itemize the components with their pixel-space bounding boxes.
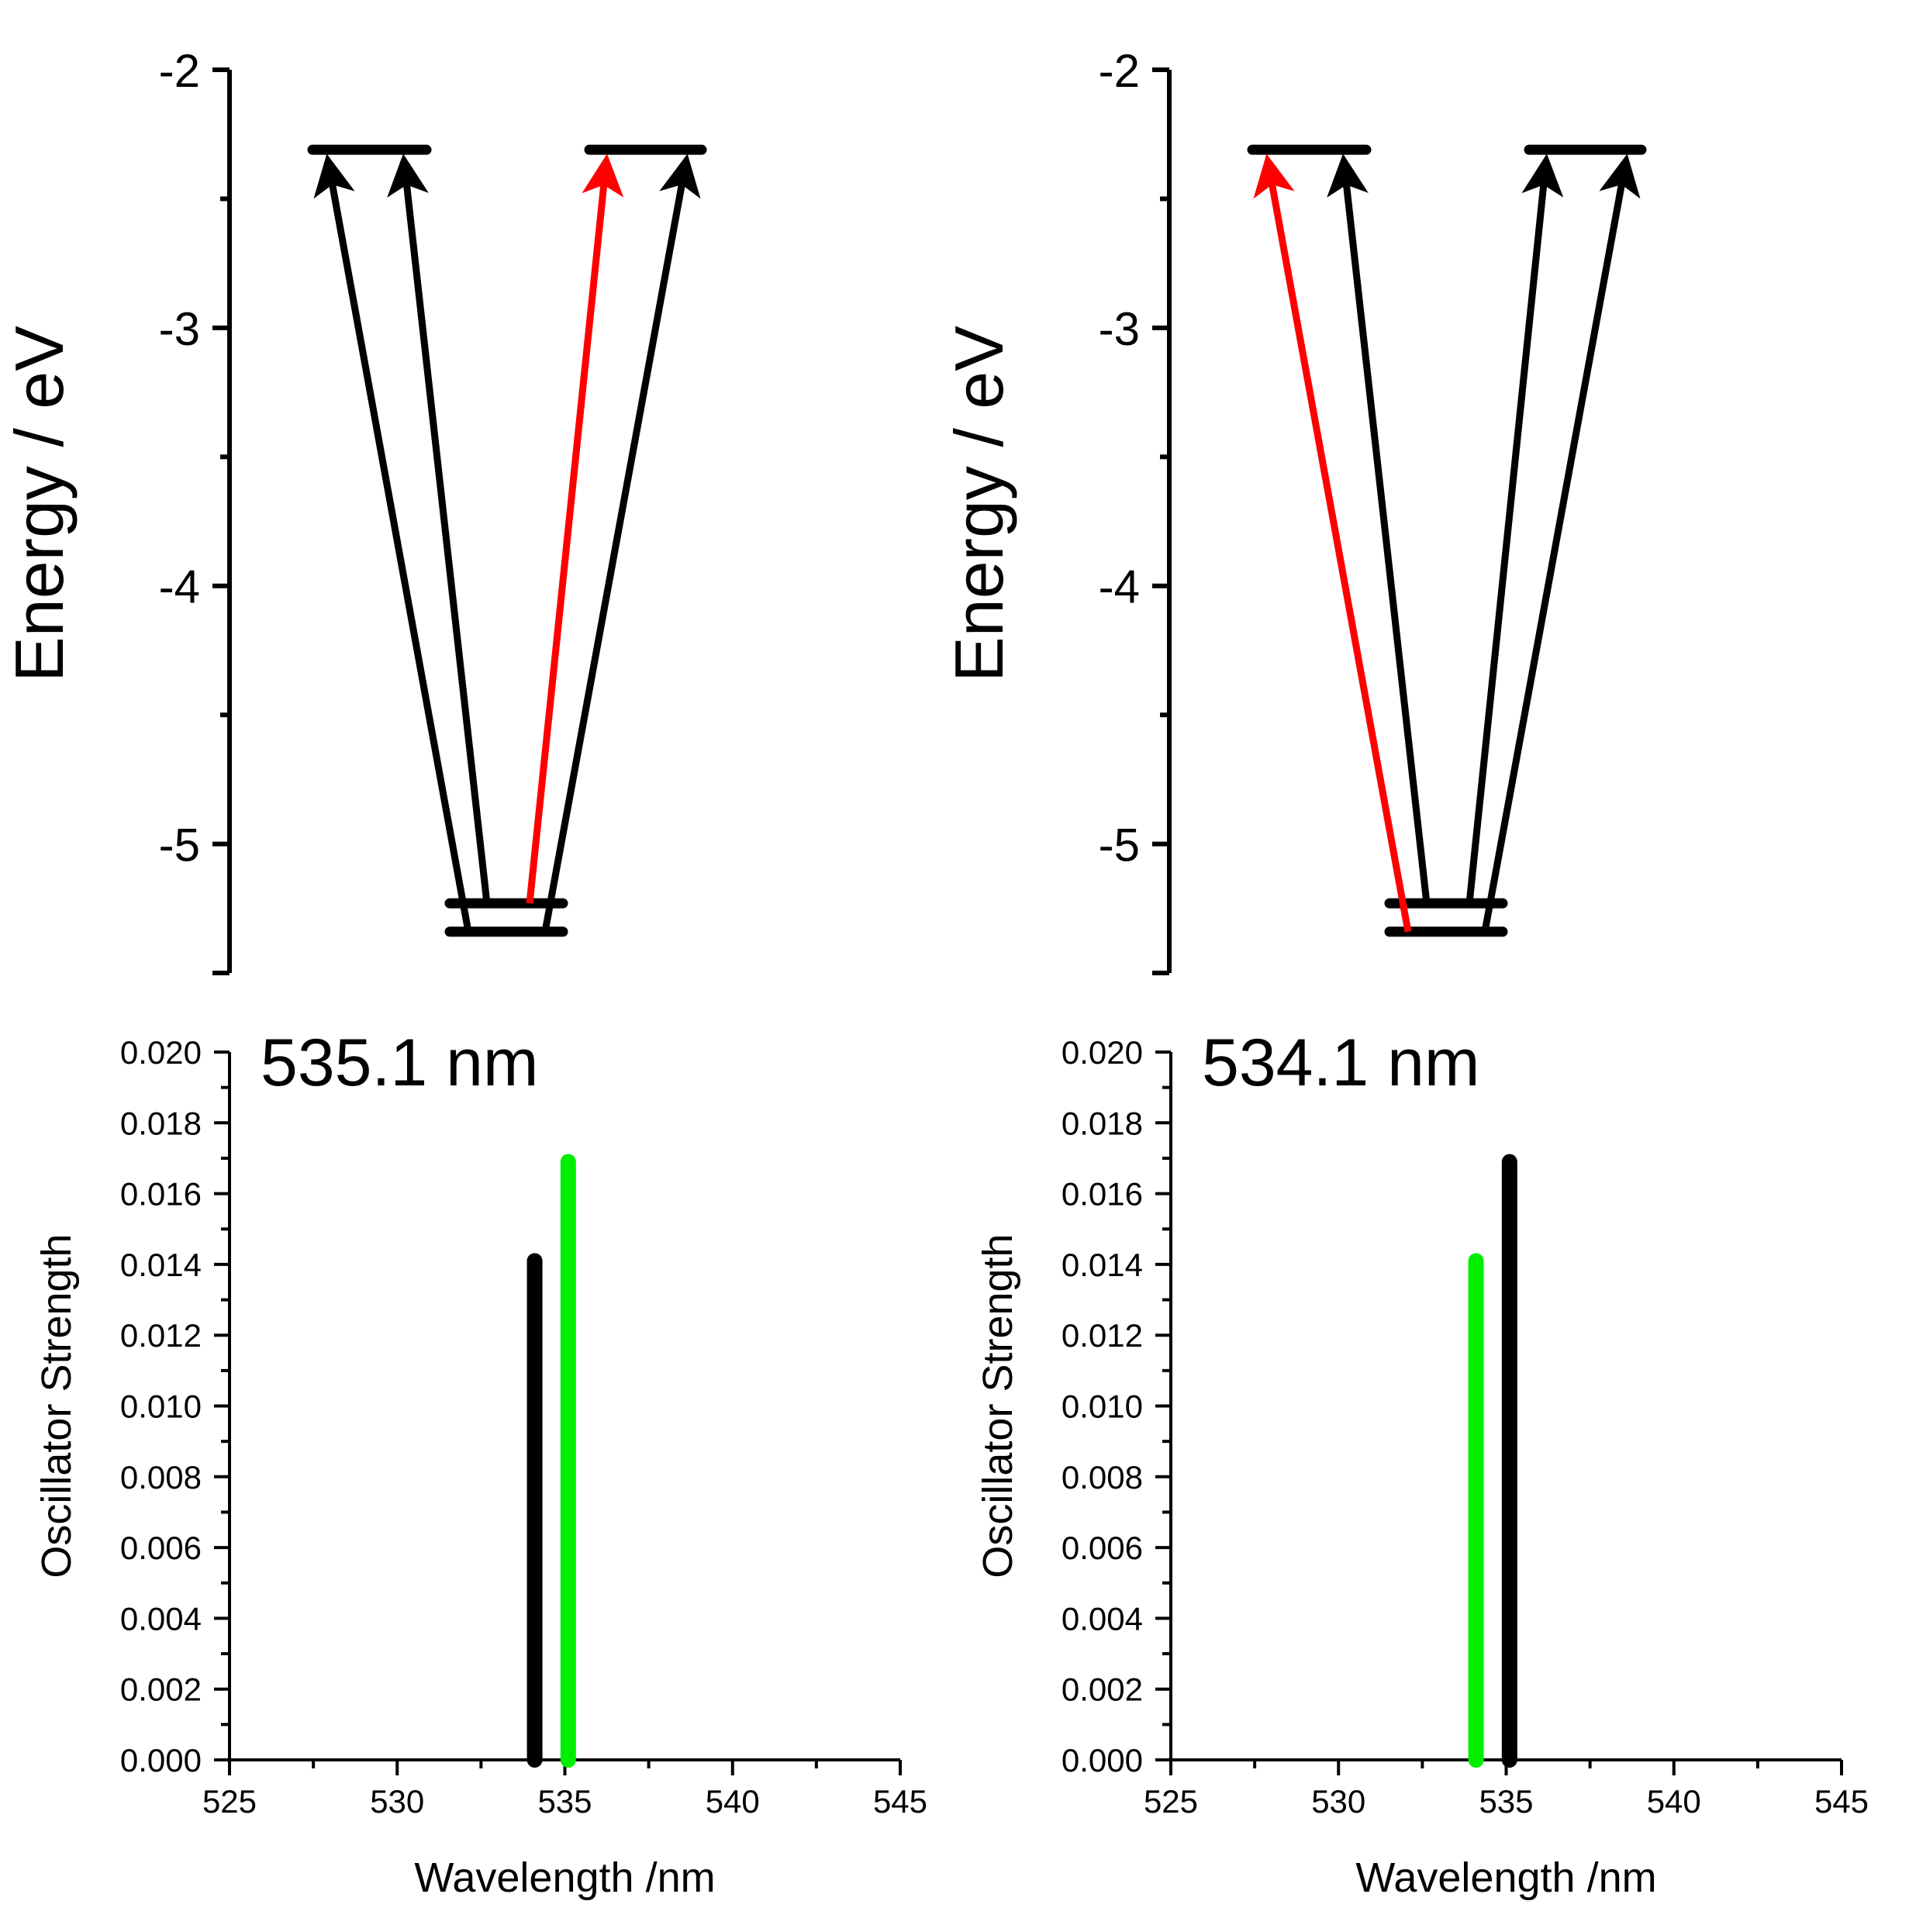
y-tick-label: 0.008: [120, 1459, 202, 1496]
x-axis-label: Wavelength /nm: [1355, 1854, 1656, 1901]
y-tick-label: 0.016: [120, 1176, 202, 1213]
energy-diagram-left: -2 -3 -4 -5 Energy / eV: [1, 45, 707, 975]
y-tick-label: -3: [159, 303, 200, 355]
x-tick-label: 545: [873, 1783, 927, 1820]
y-tick-label: -3: [1099, 303, 1140, 355]
y-tick-label: -5: [1099, 819, 1140, 871]
y-tick-label: 0.006: [120, 1530, 202, 1566]
x-tick-label: 540: [706, 1783, 760, 1820]
wavelength-annotation: 535.1 nm: [261, 1026, 539, 1100]
x-tick-label: 535: [1479, 1783, 1533, 1820]
y-axis-label: Oscillator Strength: [975, 1233, 1021, 1578]
y-tick-label: -2: [1099, 45, 1140, 97]
y-tick-label: 0.018: [1062, 1105, 1143, 1141]
x-axis-label: Wavelength /nm: [414, 1854, 715, 1901]
y-tick-label: 0.020: [120, 1034, 202, 1071]
x-tick-label: 525: [1144, 1783, 1198, 1820]
wavelength-annotation: 534.1 nm: [1202, 1026, 1480, 1100]
y-tick-label: 0.000: [1062, 1742, 1143, 1778]
y-tick-label: -4: [159, 561, 200, 613]
y-tick-label: 0.018: [120, 1105, 202, 1141]
y-tick-label: 0.000: [120, 1742, 202, 1778]
y-tick-label: -2: [159, 45, 200, 97]
y-tick-label: 0.014: [120, 1247, 202, 1283]
transition-arrow: [541, 154, 701, 933]
y-tick-label: 0.012: [120, 1317, 202, 1354]
x-tick-label: 525: [202, 1783, 257, 1820]
y-tick-label: 0.006: [1062, 1530, 1143, 1566]
y-tick-label: 0.010: [1062, 1389, 1143, 1425]
transition-arrow-highlighted: [1253, 154, 1412, 933]
y-tick-label: -4: [1099, 561, 1140, 613]
y-tick-label: 0.002: [1062, 1672, 1143, 1708]
y-tick-label: 0.008: [1062, 1459, 1143, 1496]
transition-arrow: [313, 154, 472, 933]
y-tick-label: 0.002: [120, 1672, 202, 1708]
spectrum-right: 0.000 0.002 0.004 0.006 0.008 0.010 0.012 0.014…: [975, 1026, 1869, 1901]
transition-arrow: [387, 154, 491, 904]
x-tick-label: 540: [1647, 1783, 1701, 1820]
x-tick-label: 530: [370, 1783, 424, 1820]
y-tick-label: 0.004: [1062, 1600, 1143, 1637]
y-tick-label: -5: [159, 819, 200, 871]
energy-diagram-right: -2 -3 -4 -5 Energy / eV: [941, 45, 1647, 975]
transition-arrow-highlighted: [526, 154, 624, 904]
transition-arrow: [1465, 154, 1564, 904]
y-tick-label: 0.010: [120, 1389, 202, 1425]
y-axis-label: Energy / eV: [1, 326, 78, 682]
transition-arrow: [1327, 154, 1431, 904]
transition-arrow: [1481, 154, 1641, 933]
y-tick-label: 0.014: [1062, 1247, 1143, 1283]
x-tick-label: 530: [1311, 1783, 1365, 1820]
y-tick-label: 0.004: [120, 1600, 202, 1637]
y-axis-label: Oscillator Strength: [33, 1233, 80, 1578]
x-tick-label: 535: [537, 1783, 592, 1820]
y-tick-label: 0.020: [1062, 1034, 1143, 1071]
spectrum-left: 0.000 0.002 0.004 0.006 0.008 0.010 0.012 0.014…: [33, 1026, 927, 1901]
x-tick-label: 545: [1814, 1783, 1869, 1820]
y-tick-label: 0.016: [1062, 1176, 1143, 1213]
y-tick-label: 0.012: [1062, 1317, 1143, 1354]
y-axis-label: Energy / eV: [941, 326, 1017, 682]
